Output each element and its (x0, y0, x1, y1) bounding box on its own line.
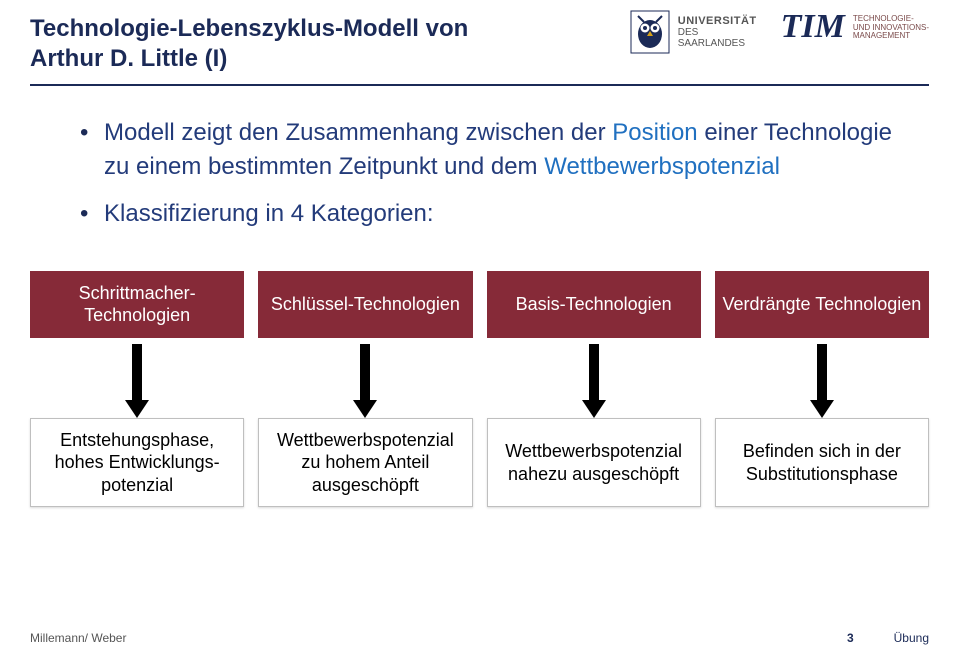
description-box: Wettbewerbs­potenzial nahezu ausgeschöpf… (487, 418, 701, 508)
footer: Millemann/ Weber 3 Übung (30, 631, 929, 645)
arrow-cell (715, 344, 929, 404)
description-box: Befinden sich in der Substitutions­phase (715, 418, 929, 508)
diagram: Schrittmacher-Technologien Schlüssel-Tec… (0, 271, 959, 508)
category-box: Basis-Technologien (487, 271, 701, 338)
category-box: Schlüssel-Technologien (258, 271, 472, 338)
tim-logo: TIM TECHNOLOGIE- UND INNOVATIONS- MANAGE… (781, 10, 929, 44)
category-box: Schrittmacher-Technologien (30, 271, 244, 338)
diagram-row-bottom: Entstehungs­phase, hohes Entwicklungs­po… (30, 418, 929, 508)
logo-group: UNIVERSITÄT DES SAARLANDES TIM TECHNOLOG… (630, 10, 929, 54)
footer-authors: Millemann/ Weber (30, 631, 126, 645)
university-text: UNIVERSITÄT DES SAARLANDES (678, 15, 757, 49)
diagram-arrows (30, 344, 929, 404)
down-arrow-icon (817, 344, 827, 404)
page-title: Technologie-Lebenszyklus-Modell von Arth… (30, 14, 530, 74)
bullet-list: Modell zeigt den Zusammenhang zwischen d… (80, 116, 899, 231)
owl-icon (630, 10, 670, 54)
down-arrow-icon (589, 344, 599, 404)
highlight-text: Wettbewerbspotenzial (544, 153, 780, 180)
slide: Technologie-Lebenszyklus-Modell von Arth… (0, 0, 959, 655)
footer-label: Übung (894, 631, 929, 645)
university-logo: UNIVERSITÄT DES SAARLANDES (630, 10, 757, 54)
description-box: Wettbewerbs­potenzial zu hohem Anteil au… (258, 418, 472, 508)
arrow-cell (30, 344, 244, 404)
arrow-cell (258, 344, 472, 404)
university-name: UNIVERSITÄT (678, 15, 757, 27)
content: Modell zeigt den Zusammenhang zwischen d… (0, 86, 959, 231)
description-box: Entstehungs­phase, hohes Entwicklungs­po… (30, 418, 244, 508)
tim-sub: TECHNOLOGIE- UND INNOVATIONS- MANAGEMENT (853, 15, 929, 41)
bullet-item-2: Klassifizierung in 4 Kategorien: (80, 197, 899, 231)
bullet-item-1: Modell zeigt den Zusammenhang zwischen d… (80, 116, 899, 183)
down-arrow-icon (360, 344, 370, 404)
highlight-text: Position (612, 119, 697, 146)
diagram-row-top: Schrittmacher-Technologien Schlüssel-Tec… (30, 271, 929, 338)
bullet-text: Modell zeigt den Zusammenhang zwischen d… (104, 119, 612, 146)
header: Technologie-Lebenszyklus-Modell von Arth… (0, 0, 959, 74)
university-sub: DES SAARLANDES (678, 27, 757, 49)
footer-right: 3 Übung (847, 631, 929, 645)
page-number: 3 (847, 631, 854, 645)
category-box: Verdrängte Technologien (715, 271, 929, 338)
bullet-text: Klassifizierung in 4 Kategorien: (104, 200, 434, 227)
down-arrow-icon (132, 344, 142, 404)
tim-label: TIM (781, 10, 845, 44)
arrow-cell (487, 344, 701, 404)
